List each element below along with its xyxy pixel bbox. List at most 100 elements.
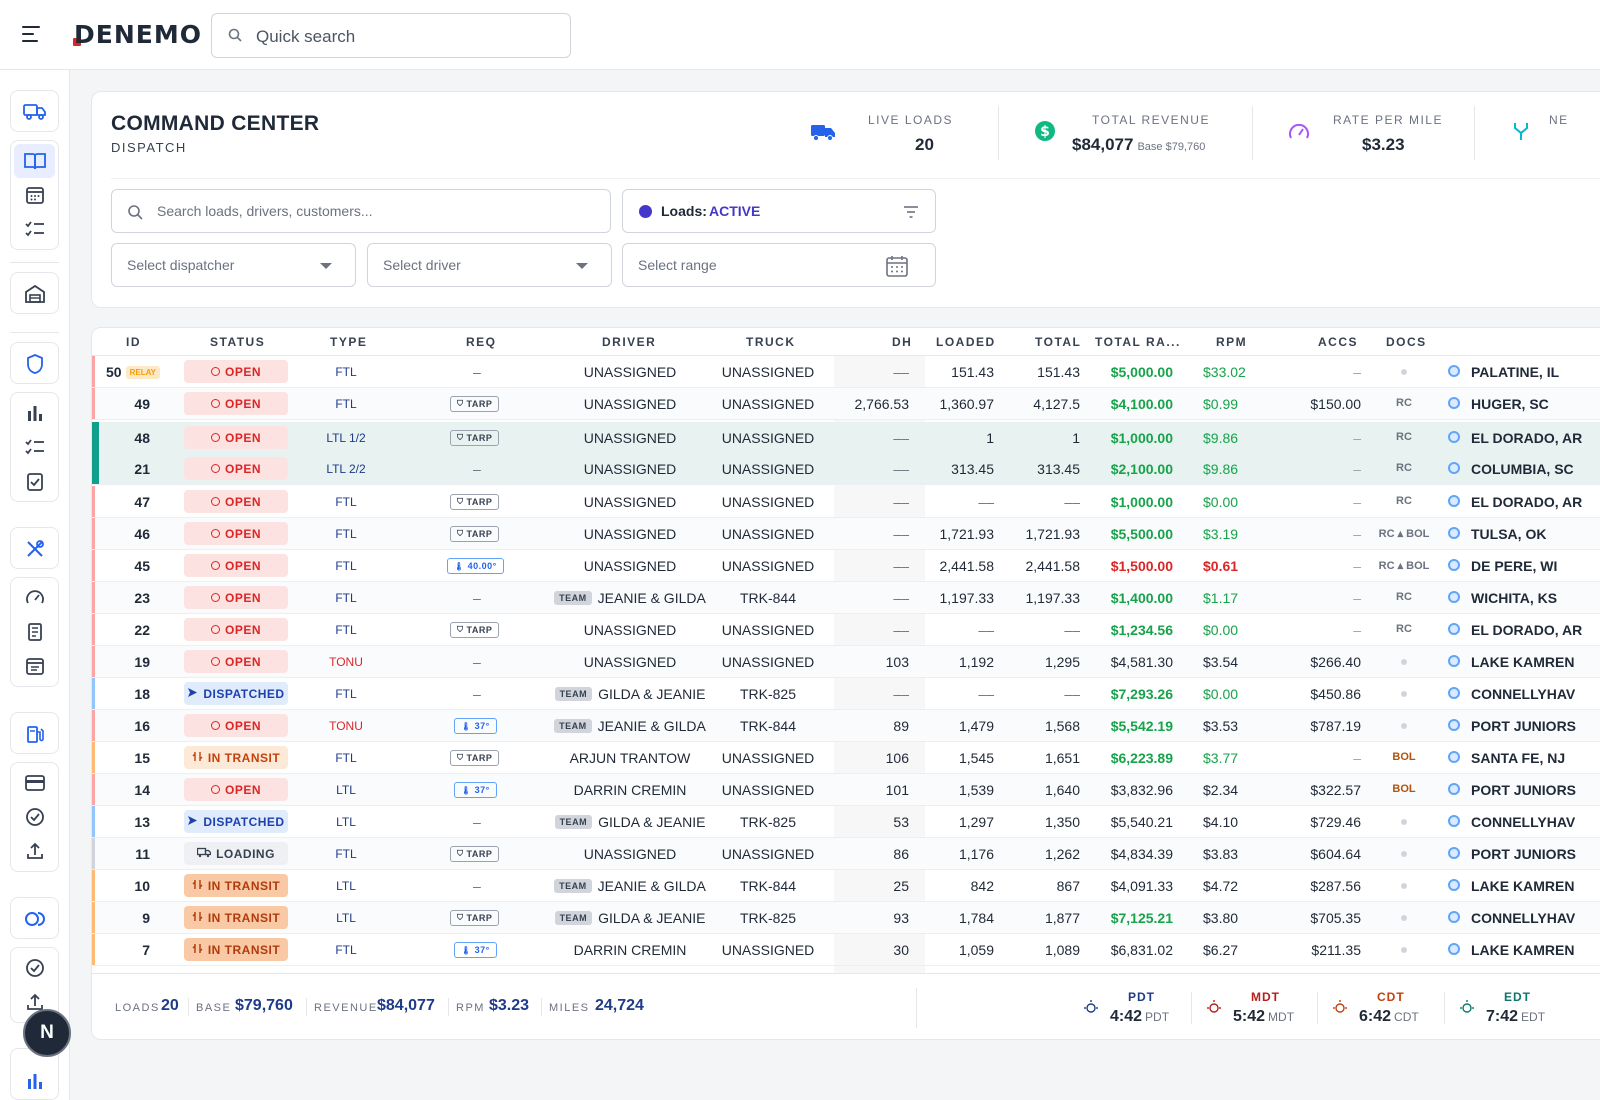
status-badge[interactable]: OPEN [184,426,288,449]
book-icon[interactable] [23,149,47,173]
truck-name[interactable]: UNASSIGNED [721,942,815,958]
documents[interactable]: RC [1396,591,1412,603]
documents[interactable]: RC [1396,431,1412,443]
column-header-truck[interactable]: TRUCK [746,335,796,349]
driver-name[interactable]: ARJUN TRANTOW [540,750,720,766]
table-row[interactable]: 15 IN TRANSIT FTL ⛉ TARP ARJUN TRANTOW UNASSIG… [92,742,1600,774]
status-badge[interactable]: OPEN [184,490,288,513]
avatar[interactable]: N [23,1009,71,1057]
status-badge[interactable]: DISPATCHED [184,682,288,705]
status-badge[interactable]: IN TRANSIT [184,746,288,769]
truck-name[interactable]: TRK-825 [739,814,797,830]
table-row[interactable]: 50 RELAY OPEN FTL – UNASSIGNED UNASSIGNED –– 151… [92,356,1600,388]
status-badge[interactable]: DISPATCHED [184,810,288,833]
status-badge[interactable]: OPEN [184,392,288,415]
table-row[interactable]: 10 IN TRANSIT LTL – TEAM JEANIE & GILDA TRK-84… [92,870,1600,902]
documents[interactable]: RC [1396,623,1412,635]
column-header-req[interactable]: REQ [466,335,497,349]
checklist-icon[interactable] [23,217,47,241]
bar-chart-icon[interactable] [23,1069,47,1093]
driver-name[interactable]: DARRIN CREMIN [540,782,720,798]
documents[interactable]: RC ▴ BOL [1378,528,1430,540]
status-badge[interactable]: OPEN [184,554,288,577]
driver-name[interactable]: UNASSIGNED [540,364,720,380]
truck-name[interactable]: TRK-825 [739,910,797,926]
check-circle-icon[interactable] [23,956,47,980]
column-header-id[interactable]: ID [126,335,141,349]
status-badge[interactable]: IN TRANSIT [184,938,288,961]
bar-chart-icon[interactable] [23,401,47,425]
status-badge[interactable]: IN TRANSIT [184,906,288,929]
driver-name[interactable]: TEAM JEANIE & GILDA [540,878,720,894]
table-row[interactable]: 9 IN TRANSIT LTL ⛉ TARP TEAM GILDA & JEANIE TRK… [92,902,1600,934]
menu-icon[interactable] [22,26,40,42]
column-header-total-ra[interactable]: TOTAL RA... [1095,335,1181,349]
truck-name[interactable]: UNASSIGNED [721,622,815,638]
driver-name[interactable]: UNASSIGNED [540,558,720,574]
app-logo[interactable]: DENEMO [74,20,202,49]
column-header-docs[interactable]: DOCS [1386,335,1427,349]
status-badge[interactable]: OPEN [184,714,288,737]
column-header-total[interactable]: TOTAL [1035,335,1082,349]
table-row[interactable]: 47 OPEN FTL ⛉ TARP UNASSIGNED UNASSIGNED –– –– ––… [92,486,1600,518]
status-badge[interactable]: OPEN [184,360,288,383]
clipboard-check-icon[interactable] [23,469,47,493]
table-row[interactable]: 7 IN TRANSIT FTL 🌡 37° DARRIN CREMIN UNASSIGNE… [92,934,1600,966]
truck-name[interactable]: TRK-844 [739,878,797,894]
driver-name[interactable]: TEAM JEANIE & GILDA [540,718,720,734]
credit-card-icon[interactable] [23,771,47,795]
truck-name[interactable]: TRK-825 [739,686,797,702]
driver-name[interactable]: UNASSIGNED [540,461,720,477]
driver-name[interactable]: TEAM GILDA & JEANIE [540,910,720,926]
truck-name[interactable]: UNASSIGNED [721,526,815,542]
status-badge[interactable]: OPEN [184,586,288,609]
table-row[interactable]: 49 OPEN FTL ⛉ TARP UNASSIGNED UNASSIGNED 2,766.… [92,388,1600,420]
calendar-icon[interactable] [885,254,909,278]
dispatcher-select[interactable]: Select dispatcher [111,243,356,287]
driver-name[interactable]: UNASSIGNED [540,622,720,638]
driver-name[interactable]: TEAM JEANIE & GILDA [540,590,720,606]
driver-name[interactable]: TEAM GILDA & JEANIE [540,814,720,830]
log-book-icon[interactable] [23,620,47,644]
truck-name[interactable]: UNASSIGNED [721,558,815,574]
status-badge[interactable]: OPEN [184,618,288,641]
driver-name[interactable]: UNASSIGNED [540,654,720,670]
table-row[interactable]: 22 OPEN FTL ⛉ TARP UNASSIGNED UNASSIGNED –– –– ––… [92,614,1600,646]
upload-icon[interactable] [23,839,47,863]
table-row[interactable]: 14 OPEN LTL 🌡 37° DARRIN CREMIN UNASSIGNED 101 1… [92,774,1600,806]
truck-name[interactable]: UNASSIGNED [721,461,815,477]
warehouse-icon[interactable] [23,282,47,306]
truck-name[interactable]: UNASSIGNED [721,750,815,766]
documents[interactable]: BOL [1392,783,1416,795]
driver-name[interactable]: UNASSIGNED [540,396,720,412]
tools-icon[interactable] [23,537,47,561]
column-header-accs[interactable]: ACCS [1318,335,1359,349]
truck-name[interactable]: UNASSIGNED [721,782,815,798]
truck-name[interactable]: UNASSIGNED [721,430,815,446]
driver-name[interactable]: DARRIN CREMIN [540,942,720,958]
status-badge[interactable]: OPEN [184,778,288,801]
truck-name[interactable]: TRK-844 [739,590,797,606]
truck-icon[interactable] [23,99,47,123]
column-header-type[interactable]: TYPE [330,335,368,349]
driver-name[interactable]: TEAM GILDA & JEANIE [540,686,720,702]
truck-name[interactable]: TRK-844 [739,718,797,734]
documents[interactable]: RC ▴ BOL [1378,560,1430,572]
calendar-icon[interactable] [23,183,47,207]
filter-icon[interactable] [903,205,919,219]
date-range-picker[interactable]: Select range [622,243,936,287]
driver-name[interactable]: UNASSIGNED [540,846,720,862]
table-row[interactable]: 23 OPEN FTL – TEAM JEANIE & GILDA TRK-844 –– 1,1… [92,582,1600,614]
driver-name[interactable]: UNASSIGNED [540,494,720,510]
table-row[interactable]: 19 OPEN TONU – UNASSIGNED UNASSIGNED 103 1,192 1… [92,646,1600,678]
search-loads-input[interactable]: Search loads, drivers, customers... [111,189,611,233]
documents[interactable]: RC [1396,462,1412,474]
column-header-rpm[interactable]: RPM [1216,335,1248,349]
column-header-dh[interactable]: DH [892,335,913,349]
calendar-icon[interactable] [23,654,47,678]
truck-name[interactable]: UNASSIGNED [721,494,815,510]
quick-search-input[interactable]: Quick search [211,13,571,58]
table-row[interactable]: 21 OPEN LTL 2/2 – UNASSIGNED UNASSIGNED –– 313.… [92,453,1600,485]
link-icon[interactable] [23,907,47,931]
documents[interactable]: BOL [1392,751,1416,763]
